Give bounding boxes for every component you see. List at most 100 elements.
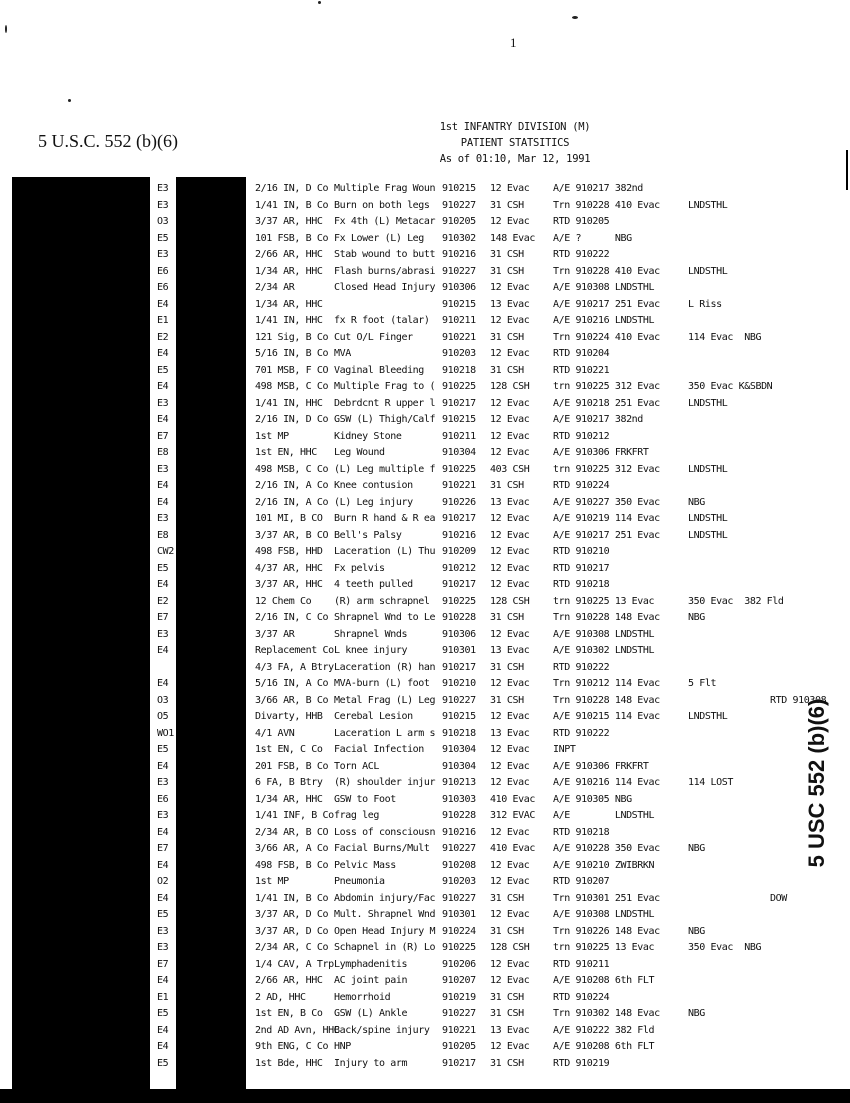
cell-disposition: A/E 910222 382 Fld (553, 1024, 655, 1036)
cell-diagnosis: Flash burns/abrasi (334, 265, 436, 277)
cell-diagnosis: GSW (L) Thigh/Calf (334, 414, 436, 425)
cell-admit-date: 910306 (442, 628, 476, 640)
cell-disposition: Trn 910224 410 Evac (553, 331, 660, 343)
cell-admit-date: 910217 (442, 661, 476, 673)
cell-disposition: RTD 910222 (553, 727, 610, 739)
cell-disposition: Trn 910228 410 Evac (553, 199, 660, 211)
cell-facility: 12 Evac (490, 216, 530, 227)
table-row: E5 701 MSB, F CO Vaginal Bleeding 910218 31 … (0, 365, 850, 381)
cell-rank: E3 (157, 249, 169, 260)
cell-unit: 2/34 AR, C Co (255, 942, 329, 953)
cell-unit: 498 FSB, HHD (255, 546, 323, 557)
cell-disposition: Trn 910212 114 Evac (553, 678, 660, 689)
cell-unit: 1st MP (255, 430, 289, 442)
cell-diagnosis: (R) shoulder injur (334, 777, 436, 788)
cell-diagnosis: Mult. Shrapnel Wnd (334, 909, 436, 920)
cell-diagnosis: Loss of consciousn (334, 826, 436, 838)
cell-admit-date: 910213 (442, 777, 476, 788)
cell-unit: 2/16 IN, A Co (255, 496, 329, 508)
cell-disposition: Trn 910226 148 Evac (553, 925, 660, 937)
cell-admit-date: 910210 (442, 678, 476, 689)
report-unit-title: 1st INFANTRY DIVISION (M) (439, 121, 591, 133)
table-row: E4 3/37 AR, HHC 4 teeth pulled 910217 12 Eva… (0, 579, 850, 595)
cell-diagnosis: Hemorrhoid (334, 991, 391, 1003)
cell-admit-date: 910226 (442, 496, 476, 508)
cell-unit: 1st EN, B Co (255, 1008, 323, 1019)
cell-unit: 1/34 AR, HHC (255, 265, 323, 277)
cell-diagnosis: Injury to arm (334, 1057, 408, 1069)
cell-admit-date: 910227 (442, 265, 476, 277)
cell-unit: 12 Chem Co (255, 595, 312, 607)
cell-rank: E7 (157, 430, 169, 442)
cell-disposition: A/E 910215 114 Evac (553, 711, 660, 722)
cell-diagnosis: GSW to Foot (334, 793, 396, 805)
cell-rank: E3 (157, 183, 169, 194)
cell-facility: 12 Evac (490, 859, 530, 871)
cell-rank: E3 (157, 777, 169, 788)
cell-rank: O3 (157, 694, 169, 706)
cell-diagnosis: (L) Leg multiple f (334, 463, 436, 475)
cell-disposition: A/E 910306 FRKFRT (553, 447, 649, 458)
page-number: 1 (510, 35, 517, 50)
cell-rank: E1 (157, 991, 169, 1003)
cell-rank: E4 (157, 480, 169, 491)
table-row: E3 1/41 IN, HHC Debrdcnt R upper l 910217 12… (0, 398, 850, 414)
report-title: PATIENT STATSITICS (460, 137, 570, 149)
cell-unit: 2/66 AR, HHC (255, 975, 323, 986)
cell-rank: E3 (157, 628, 169, 640)
cell-rank: E4 (157, 381, 169, 392)
cell-rank: E1 (157, 315, 169, 326)
table-row: E4 2/34 AR, B CO Loss of consciousn 910216 1… (0, 827, 850, 843)
cell-diagnosis: Facial Infection (334, 744, 424, 755)
table-row: E3 2/16 IN, D Co Multiple Frag Woun 910215 1… (0, 183, 850, 199)
cell-disposition: RTD 910210 (553, 546, 610, 557)
table-row: CW2 498 FSB, HHD Laceration (L) Thu 910209 1… (0, 546, 850, 562)
table-row: O3 3/66 AR, B Co Metal Frag (L) Leg 910227 3… (0, 695, 850, 711)
cell-facility: 12 Evac (490, 958, 530, 970)
cell-diagnosis: Burn on both legs (334, 199, 430, 211)
cell-disposition: Trn 910302 148 Evac (553, 1008, 660, 1019)
cell-diagnosis: Fx 4th (L) Metacar (334, 216, 436, 227)
cell-disposition: RTD 910218 (553, 826, 610, 838)
cell-admit-date: 910227 (442, 892, 476, 904)
cell-unit: 1/41 IN, HHC (255, 397, 323, 409)
cell-disposition: Trn 910228 148 Evac (553, 612, 660, 623)
table-row: E4 2/16 IN, A Co (L) Leg injury 910226 13 Ev… (0, 497, 850, 513)
cell-diagnosis: Cerebal Lesion (334, 711, 413, 722)
cell-rank: E4 (157, 414, 169, 425)
cell-admit-date: 910301 (442, 909, 476, 920)
cell-destination: LNDSTHL (688, 397, 728, 409)
cell-facility: 31 CSH (490, 1057, 524, 1069)
cell-disposition: RTD 910204 (553, 348, 610, 359)
cell-diagnosis: GSW (L) Ankle (334, 1008, 408, 1019)
table-row: E3 3/37 AR Shrapnel Wnds 910306 12 Evac A/E 9… (0, 629, 850, 645)
cell-diagnosis: (R) arm schrapnel (334, 595, 430, 607)
cell-admit-date: 910303 (442, 793, 476, 805)
table-row: E3 498 MSB, C Co (L) Leg multiple f 910225 4… (0, 464, 850, 480)
cell-admit-date: 910212 (442, 562, 476, 574)
redaction-block-names (176, 177, 246, 1089)
cell-rank: E3 (157, 463, 169, 475)
cell-diagnosis: Back/spine injury (334, 1024, 430, 1036)
cell-facility: 12 Evac (490, 282, 530, 293)
cell-disposition: A/E 910218 251 Evac (553, 397, 660, 409)
cell-admit-date: 910304 (442, 760, 476, 772)
table-row: E5 3/37 AR, D Co Mult. Shrapnel Wnd 910301 1… (0, 909, 850, 925)
cell-diagnosis: Burn R hand & R ea (334, 513, 436, 524)
cell-rank: E6 (157, 282, 169, 293)
cell-disposition: Trn 910301 251 Evac (553, 892, 660, 904)
cell-unit: 498 MSB, C Co (255, 463, 329, 475)
cell-facility: 12 Evac (490, 529, 530, 541)
cell-disposition: A/E 910228 350 Evac (553, 843, 660, 854)
cell-diagnosis: Knee contusion (334, 480, 413, 491)
cell-unit: 5/16 IN, A Co (255, 678, 329, 689)
cell-diagnosis: Laceration (R) han (334, 661, 436, 673)
cell-facility: 12 Evac (490, 397, 530, 409)
cell-unit: Replacement Co (255, 645, 334, 656)
cell-destination: NBG (688, 843, 705, 854)
table-row: O2 1st MP Pneumonia 910203 12 Evac RTD 910207 (0, 876, 850, 892)
cell-facility: 12 Evac (490, 876, 530, 887)
cell-unit: 3/37 AR, D Co (255, 925, 329, 937)
cell-rank: O3 (157, 216, 169, 227)
cell-admit-date: 910205 (442, 216, 476, 227)
